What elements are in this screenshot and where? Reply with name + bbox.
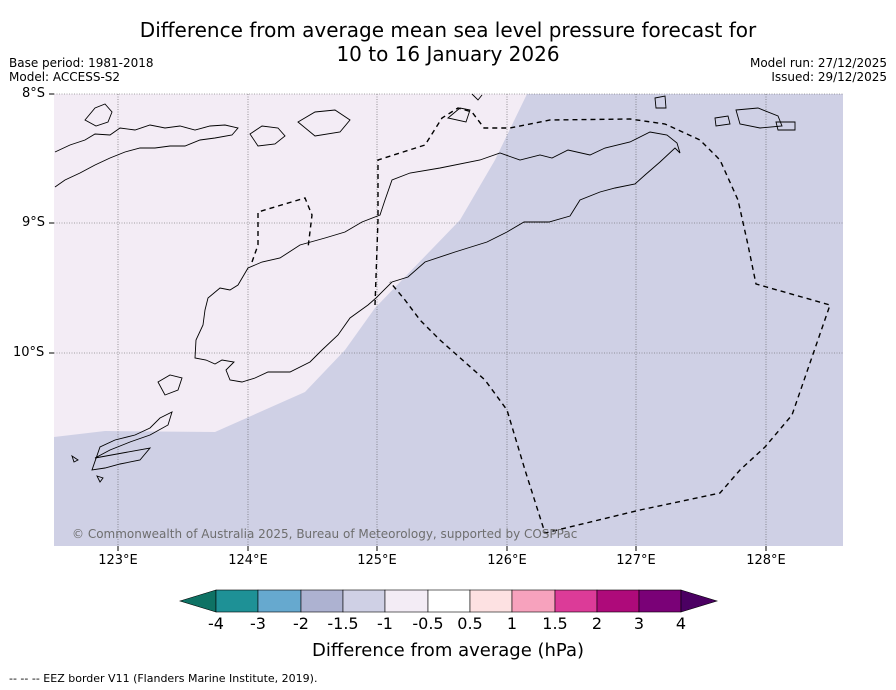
colorbar-swatch [300, 589, 344, 613]
coast-island-f [735, 107, 783, 129]
colorbar-swatch [469, 589, 513, 613]
colorbar-label: 2 [591, 614, 603, 633]
coast-island-h [654, 95, 667, 109]
coastlines [54, 93, 796, 483]
coast-island-b [249, 125, 286, 147]
lon-label-124e: 124°E [228, 553, 268, 568]
gridlines [54, 93, 843, 546]
coast-sumba [157, 374, 183, 396]
colorbar-extend-low [178, 589, 217, 613]
issued-date: Issued: 29/12/2025 [771, 70, 887, 84]
meta-right: Model run: 27/12/2025 Issued: 29/12/2025 [750, 56, 887, 84]
colorbar-label: -1 [377, 614, 393, 633]
colorbar-label: 0.5 [457, 614, 483, 633]
lat-label-10s: 10°S [13, 345, 45, 360]
colorbar-swatch [215, 589, 259, 613]
base-period: Base period: 1981-2018 [9, 56, 154, 70]
colorbar-label: 1 [506, 614, 518, 633]
colorbar [178, 589, 719, 613]
colorbar-swatch [342, 589, 386, 613]
lat-label-8s: 8°S [22, 86, 46, 101]
axis-ticks [49, 93, 767, 551]
coast-island-e [96, 475, 104, 483]
colorbar-swatch [554, 589, 598, 613]
colorbar-swatch [257, 589, 302, 613]
coast-flores [54, 124, 239, 188]
coast-sawu-rote [91, 411, 173, 471]
map-bg-dark [54, 94, 843, 546]
eez-footnote: -- -- -- EEZ border V11 (Flanders Marine… [9, 672, 318, 685]
colorbar-label: -1.5 [327, 614, 359, 633]
colorbar-swatch [384, 589, 429, 613]
colorbar-swatch [427, 589, 471, 613]
colorbar-label: -2 [293, 614, 309, 633]
lon-label-127e: 127°E [616, 553, 656, 568]
title-line-1: Difference from average mean sea level p… [139, 18, 757, 42]
colorbar-label: 4 [675, 614, 687, 633]
colorbar-label: -0.5 [412, 614, 444, 633]
lon-label-125e: 125°E [357, 553, 397, 568]
title-line-2: 10 to 16 January 2026 [336, 42, 560, 66]
lat-label-9s: 9°S [22, 215, 46, 230]
model-name: Model: ACCESS-S2 [9, 70, 121, 84]
colorbar-label: 1.5 [542, 614, 568, 633]
coast-timor [194, 131, 681, 383]
coast-island-i [714, 115, 731, 127]
lon-label-123e: 123°E [98, 553, 138, 568]
copyright: © Commonwealth of Australia 2025, Bureau… [72, 527, 577, 541]
colorbar-label: -3 [250, 614, 266, 633]
lon-label-128e: 128°E [746, 553, 786, 568]
colorbar-swatch [596, 589, 640, 613]
colorbar-swatch [638, 589, 682, 613]
colorbar-extend-high [680, 589, 719, 613]
eez-indonesia-timor [374, 107, 831, 534]
colorbar-title: Difference from average (hPa) [311, 640, 585, 661]
coast-island-c [297, 109, 351, 137]
lon-label-126e: 126°E [487, 553, 527, 568]
chart-title: Difference from average mean sea level p… [0, 18, 896, 66]
eez-borders [251, 107, 831, 534]
eez-inner-border [251, 197, 313, 263]
meta-left: Base period: 1981-2018 Model: ACCESS-S2 [9, 56, 154, 84]
coast-island-k [471, 93, 483, 101]
colorbar-swatch [511, 589, 556, 613]
coast-island-d [71, 454, 79, 463]
coast-island-a [84, 103, 113, 127]
colorbar-label: 3 [633, 614, 645, 633]
model-run: Model run: 27/12/2025 [749, 56, 887, 70]
colorbar-label: -4 [208, 614, 224, 633]
coast-island-g [775, 121, 796, 131]
coast-island-j [447, 107, 471, 123]
